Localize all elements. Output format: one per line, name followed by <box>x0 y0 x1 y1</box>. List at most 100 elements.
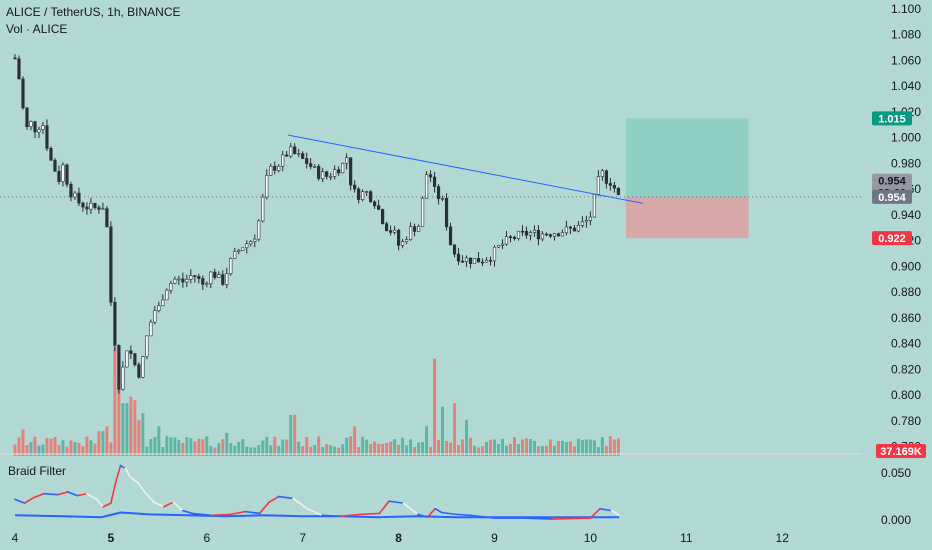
volume-bar <box>508 443 512 456</box>
candle <box>193 275 197 277</box>
braid-line-segment <box>124 467 131 478</box>
volume-legend: Vol · ALICE <box>6 22 68 36</box>
volume-bar <box>477 447 481 456</box>
entry-price-tag-text: 0.954 <box>878 192 906 204</box>
volume-bar <box>345 437 349 456</box>
braid-line-segment <box>95 498 105 508</box>
volume-bar <box>604 446 608 456</box>
trendline <box>288 134 644 204</box>
volume-bar <box>512 437 516 456</box>
volume-bar <box>153 437 157 456</box>
candle <box>145 335 149 358</box>
candle <box>25 107 29 127</box>
candle <box>221 274 225 285</box>
braid-line-segment <box>321 514 342 518</box>
volume-bar <box>281 439 285 456</box>
volume-bar <box>528 439 532 456</box>
target-price-tag-text: 1.015 <box>878 113 906 125</box>
candle <box>548 234 553 237</box>
volume-bar <box>41 444 45 456</box>
braid-line-segment <box>136 481 146 493</box>
position-tool[interactable] <box>625 118 749 239</box>
candle <box>504 236 509 245</box>
volume-bar <box>564 441 568 456</box>
candle <box>313 166 317 168</box>
candle <box>492 246 497 262</box>
volume-bar <box>576 438 580 456</box>
candle <box>17 58 21 80</box>
volume-bar <box>365 439 369 456</box>
candle <box>85 206 89 210</box>
volume-tag: 37.169K <box>876 444 926 458</box>
volume-bar <box>496 443 500 456</box>
candle <box>237 250 241 252</box>
candle <box>269 165 273 176</box>
x-tick-label: 12 <box>776 531 790 545</box>
candle <box>436 186 441 200</box>
y-tick-label: 0.820 <box>891 362 921 376</box>
volume-bar <box>540 446 544 456</box>
volume-bar <box>421 442 425 456</box>
candle <box>133 353 137 365</box>
braid-line-segment <box>522 517 553 520</box>
volume-bar <box>265 436 269 456</box>
candle <box>261 196 265 222</box>
volume-bars <box>13 347 620 456</box>
volume-bar <box>548 439 552 456</box>
candle <box>105 208 109 228</box>
volume-bar <box>65 446 69 456</box>
braid-line-segment <box>599 507 613 512</box>
braid-tick-label: 0.000 <box>881 513 911 527</box>
volume-bar <box>129 396 133 456</box>
candle <box>580 221 585 226</box>
candle <box>201 278 205 285</box>
braid-line-segment <box>129 476 139 484</box>
candle <box>361 191 365 200</box>
candle <box>560 232 565 237</box>
candle <box>169 283 173 291</box>
candle <box>432 176 437 187</box>
candle <box>245 243 249 249</box>
y-tick-label: 1.080 <box>891 28 921 42</box>
volume-bar <box>225 432 229 456</box>
candle <box>572 227 577 232</box>
symbol-title: ALICE / TetherUS, 1h, BINANCE <box>6 5 181 19</box>
volume-bar <box>125 403 129 456</box>
candle <box>604 170 608 184</box>
braid-line-segment <box>143 491 155 503</box>
volume-bar <box>289 414 293 456</box>
candle <box>544 233 549 236</box>
volume-bar <box>441 406 445 456</box>
volume-bar <box>161 446 165 456</box>
braid-line-segment <box>469 514 496 519</box>
volume-bar <box>137 419 141 456</box>
volume-bar <box>73 442 77 456</box>
candle <box>141 356 145 378</box>
candle <box>205 283 209 285</box>
volume-bar <box>33 436 37 456</box>
candle <box>369 191 373 203</box>
candle <box>337 169 341 174</box>
candle <box>289 146 293 157</box>
volume-bar <box>253 447 257 456</box>
candle <box>253 238 257 242</box>
candle <box>404 239 409 242</box>
y-tick-label: 1.100 <box>891 2 921 16</box>
candle <box>325 171 329 177</box>
x-tick-label: 4 <box>12 531 19 545</box>
candle <box>101 208 105 211</box>
candle <box>468 257 473 264</box>
volume-bar <box>413 446 417 456</box>
candle <box>117 345 121 390</box>
entry-price-tag: 0.954 <box>872 189 912 204</box>
volume-bar <box>329 445 333 456</box>
candle <box>357 188 361 200</box>
candle <box>189 275 193 280</box>
volume-bar <box>197 438 201 456</box>
candle <box>412 226 417 232</box>
candle <box>293 146 297 155</box>
candle <box>29 121 33 127</box>
braid-line-segment <box>42 492 59 496</box>
